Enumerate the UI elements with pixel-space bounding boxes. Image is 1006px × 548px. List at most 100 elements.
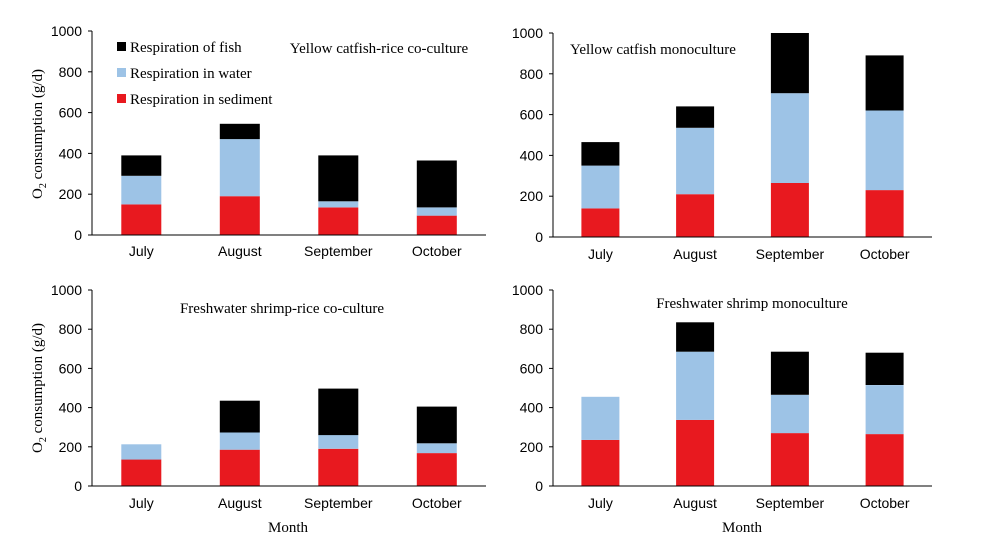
bar-segment-respiration-in-sediment-august bbox=[219, 449, 260, 486]
bar-segment-respiration-in-sediment-august bbox=[219, 196, 260, 235]
y-axis-title-top: O2 consumption (g/d) bbox=[30, 69, 49, 199]
bar-segment-respiration-in-sediment-july bbox=[121, 459, 162, 486]
bar-segment-respiration-in-sediment-october bbox=[416, 453, 457, 486]
bar-segment-respiration-of-fish-august bbox=[219, 123, 260, 140]
x-axis-title-left: Month bbox=[268, 520, 309, 536]
bar-segment-respiration-in-sediment-september bbox=[318, 448, 359, 486]
y-tick-label: 200 bbox=[59, 439, 83, 455]
bar-segment-respiration-in-sediment-october bbox=[416, 215, 457, 235]
y-tick-label: 600 bbox=[59, 105, 83, 121]
x-tick-label: October bbox=[860, 495, 910, 511]
panel-title: Yellow catfish-rice co-culture bbox=[290, 41, 469, 57]
panel-title: Yellow catfish monoculture bbox=[570, 42, 736, 58]
legend-swatch-sediment bbox=[117, 94, 126, 103]
legend-label-fish: Respiration of fish bbox=[130, 40, 242, 56]
bar-segment-respiration-of-fish-october bbox=[416, 406, 457, 444]
x-tick-label: October bbox=[860, 246, 910, 262]
y-tick-label: 1000 bbox=[512, 25, 543, 41]
legend-swatch-fish bbox=[117, 42, 126, 51]
bar-segment-respiration-in-water-july bbox=[581, 165, 620, 209]
bar-segment-respiration-in-water-september bbox=[770, 394, 809, 434]
y-tick-label: 800 bbox=[520, 321, 544, 337]
bar-segment-respiration-in-water-september bbox=[770, 93, 809, 183]
panel-yellow-catfish-rice: July August September October 0 200 400 600 800 1… bbox=[51, 23, 486, 259]
bar-segment-respiration-of-fish-september bbox=[770, 33, 809, 94]
bar-segment-respiration-of-fish-august bbox=[676, 106, 715, 128]
bar-segment-respiration-in-water-october bbox=[865, 110, 904, 191]
bar-segment-respiration-of-fish-july bbox=[581, 142, 620, 166]
legend-label-water: Respiration in water bbox=[130, 66, 252, 82]
y-tick-label: 0 bbox=[74, 227, 82, 243]
x-tick-label: October bbox=[412, 495, 462, 511]
panel-yellow-catfish-mono: July August September October 0 200 400 600 800 1… bbox=[512, 25, 932, 262]
bar-segment-respiration-of-fish-august bbox=[676, 322, 715, 352]
panel-shrimp-rice: July August September October 0 200 400 600 800 1… bbox=[51, 282, 486, 511]
bar-segment-respiration-of-fish-september bbox=[318, 388, 359, 436]
bar-segment-respiration-in-water-august bbox=[676, 351, 715, 420]
y-tick-label: 0 bbox=[535, 478, 543, 494]
y-tick-label: 200 bbox=[520, 439, 544, 455]
y-tick-label: 600 bbox=[520, 360, 544, 376]
y-tick-label: 400 bbox=[59, 400, 83, 416]
x-tick-label: July bbox=[129, 243, 154, 259]
x-tick-label: August bbox=[673, 246, 717, 262]
x-tick-label: August bbox=[673, 495, 717, 511]
bar-segment-respiration-in-water-october bbox=[865, 385, 904, 435]
y-tick-label: 800 bbox=[520, 66, 544, 82]
legend-swatch-water bbox=[117, 68, 126, 77]
bar-segment-respiration-of-fish-july bbox=[121, 155, 162, 176]
y-tick-label: 1000 bbox=[51, 282, 82, 298]
x-tick-label: September bbox=[756, 495, 825, 511]
y-tick-label: 600 bbox=[520, 107, 544, 123]
bar-segment-respiration-in-sediment-september bbox=[770, 433, 809, 486]
bar-segment-respiration-in-sediment-july bbox=[121, 204, 162, 235]
bar-segment-respiration-in-sediment-october bbox=[865, 434, 904, 486]
bar-segment-respiration-in-sediment-july bbox=[581, 439, 620, 486]
y-tick-label: 800 bbox=[59, 64, 83, 80]
x-tick-label: July bbox=[588, 246, 613, 262]
bar-segment-respiration-in-water-july bbox=[121, 444, 162, 460]
y-tick-label: 0 bbox=[535, 229, 543, 245]
bar-segment-respiration-in-sediment-september bbox=[318, 207, 359, 235]
x-tick-label: July bbox=[588, 495, 613, 511]
bar-segment-respiration-in-water-july bbox=[581, 396, 620, 440]
bar-segment-respiration-in-water-august bbox=[219, 139, 260, 197]
y-tick-label: 400 bbox=[520, 147, 544, 163]
bar-segment-respiration-in-sediment-july bbox=[581, 208, 620, 237]
y-tick-label: 600 bbox=[59, 360, 83, 376]
bar-segment-respiration-in-sediment-august bbox=[676, 419, 715, 486]
x-tick-label: August bbox=[218, 243, 262, 259]
bar-segment-respiration-in-water-august bbox=[676, 127, 715, 195]
y-axis-title-bottom: O2 consumption (g/d) bbox=[30, 323, 49, 453]
y-tick-label: 800 bbox=[59, 321, 83, 337]
bar-segment-respiration-of-fish-august bbox=[219, 400, 260, 433]
x-tick-label: September bbox=[304, 243, 373, 259]
bar-segment-respiration-in-water-september bbox=[318, 201, 359, 208]
y-tick-label: 0 bbox=[74, 478, 82, 494]
bar-segment-respiration-in-water-october bbox=[416, 207, 457, 216]
bar-segment-respiration-of-fish-october bbox=[865, 55, 904, 111]
bar-segment-respiration-in-sediment-october bbox=[865, 190, 904, 237]
bar-segment-respiration-in-water-july bbox=[121, 175, 162, 205]
x-tick-label: September bbox=[304, 495, 373, 511]
y-tick-label: 400 bbox=[59, 145, 83, 161]
bar-segment-respiration-of-fish-september bbox=[318, 155, 359, 202]
panel-shrimp-mono: July August September October 0 200 400 600 800 1… bbox=[512, 282, 932, 511]
x-tick-label: October bbox=[412, 243, 462, 259]
x-axis-title-right: Month bbox=[722, 520, 763, 536]
y-tick-label: 1000 bbox=[51, 23, 82, 39]
bar-segment-respiration-of-fish-october bbox=[416, 160, 457, 208]
bar-segment-respiration-in-water-october bbox=[416, 443, 457, 454]
bar-segment-respiration-in-water-august bbox=[219, 432, 260, 450]
bar-segment-respiration-of-fish-october bbox=[865, 352, 904, 385]
legend: Respiration of fish Respiration in water… bbox=[117, 40, 273, 108]
x-tick-label: July bbox=[129, 495, 154, 511]
bar-segment-respiration-of-fish-september bbox=[770, 351, 809, 395]
x-tick-label: August bbox=[218, 495, 262, 511]
bar-segment-respiration-in-water-september bbox=[318, 435, 359, 449]
y-tick-label: 400 bbox=[520, 400, 544, 416]
bar-segment-respiration-in-sediment-september bbox=[770, 182, 809, 237]
panel-title: Freshwater shrimp monoculture bbox=[656, 296, 848, 312]
y-tick-label: 1000 bbox=[512, 282, 543, 298]
